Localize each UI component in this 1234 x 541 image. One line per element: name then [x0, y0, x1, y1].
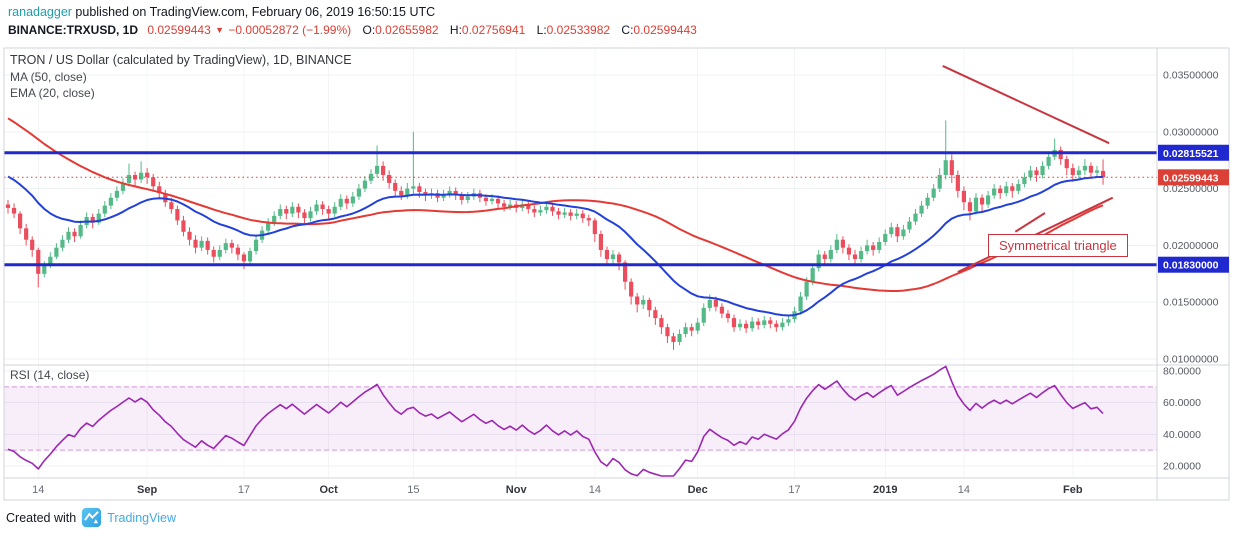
tradingview-logo-icon[interactable]: [81, 507, 102, 528]
svg-text:Feb: Feb: [1063, 484, 1083, 496]
time-axis[interactable]: 14 Sep 17 Oct 15 Nov 14 Dec 17 2019 14 Feb: [32, 484, 1083, 496]
candles: [5, 120, 1106, 350]
svg-text:0.01500000: 0.01500000: [1163, 297, 1219, 309]
svg-text:0.01830000: 0.01830000: [1163, 260, 1219, 272]
close-label: C:: [621, 23, 634, 37]
last-price-value: 0.02599443: [147, 23, 211, 37]
svg-text:0.03500000: 0.03500000: [1163, 70, 1219, 82]
price-axis[interactable]: 0.03500000 0.03000000 0.02500000 0.02000000…: [1163, 70, 1219, 473]
ma50-line: [7, 117, 1104, 292]
svg-text:60.0000: 60.0000: [1163, 397, 1201, 409]
triangle-down-icon: ▼: [215, 25, 225, 35]
svg-text:0.02000000: 0.02000000: [1163, 240, 1219, 252]
close-value: 0.02599443: [633, 23, 697, 37]
triangle-annotation-label[interactable]: Symmetrical triangle: [988, 234, 1128, 257]
quote-bar: BINANCE:TRXUSD, 1D 0.02599443 ▼ −0.00052…: [8, 23, 697, 37]
svg-text:14: 14: [32, 484, 44, 496]
svg-text:0.03000000: 0.03000000: [1163, 126, 1219, 138]
svg-text:20.0000: 20.0000: [1163, 461, 1201, 473]
svg-text:0.02815521: 0.02815521: [1163, 148, 1219, 160]
change-value: −0.00052872 (−1.99%): [228, 23, 352, 37]
svg-text:80.0000: 80.0000: [1163, 366, 1201, 378]
svg-text:Nov: Nov: [506, 484, 528, 496]
svg-text:15: 15: [407, 484, 419, 496]
svg-text:Sep: Sep: [137, 484, 157, 496]
svg-text:17: 17: [238, 484, 250, 496]
ema20-line: [7, 175, 1103, 317]
svg-text:2019: 2019: [873, 484, 897, 496]
rsi-line: [7, 365, 1104, 477]
tradingview-link[interactable]: TradingView: [107, 510, 176, 525]
high-value: 0.02756941: [461, 23, 526, 37]
price-badges: 0.02815521 0.01830000 0.02599443: [1158, 144, 1229, 273]
author-link[interactable]: ranadagger: [8, 5, 72, 19]
low-value: 0.02533982: [546, 23, 611, 37]
rsi-band: [4, 386, 1157, 451]
pane-frame: [3, 47, 1230, 501]
created-with-text: Created with: [6, 510, 77, 525]
svg-text:17: 17: [788, 484, 800, 496]
symbol-label: BINANCE:TRXUSD, 1D: [8, 23, 139, 37]
byline-text: published on TradingView.com, February 0…: [71, 5, 436, 19]
svg-text:0.02500000: 0.02500000: [1163, 183, 1219, 195]
svg-text:14: 14: [589, 484, 601, 496]
low-label: L:: [536, 23, 547, 37]
footer: Created with TradingView: [6, 507, 176, 528]
svg-text:14: 14: [958, 484, 970, 496]
open-label: O:: [362, 23, 376, 37]
svg-text:Oct: Oct: [319, 484, 338, 496]
svg-text:0.02599443: 0.02599443: [1163, 172, 1219, 184]
gridlines: [4, 48, 1157, 478]
horizontal-price-lines[interactable]: [4, 151, 1157, 267]
high-label: H:: [449, 23, 462, 37]
svg-text:0.01000000: 0.01000000: [1163, 354, 1219, 366]
svg-text:Dec: Dec: [688, 484, 708, 496]
open-value: 0.02655982: [375, 23, 439, 37]
byline: ranadagger published on TradingView.com,…: [8, 5, 435, 19]
svg-text:40.0000: 40.0000: [1163, 429, 1201, 441]
